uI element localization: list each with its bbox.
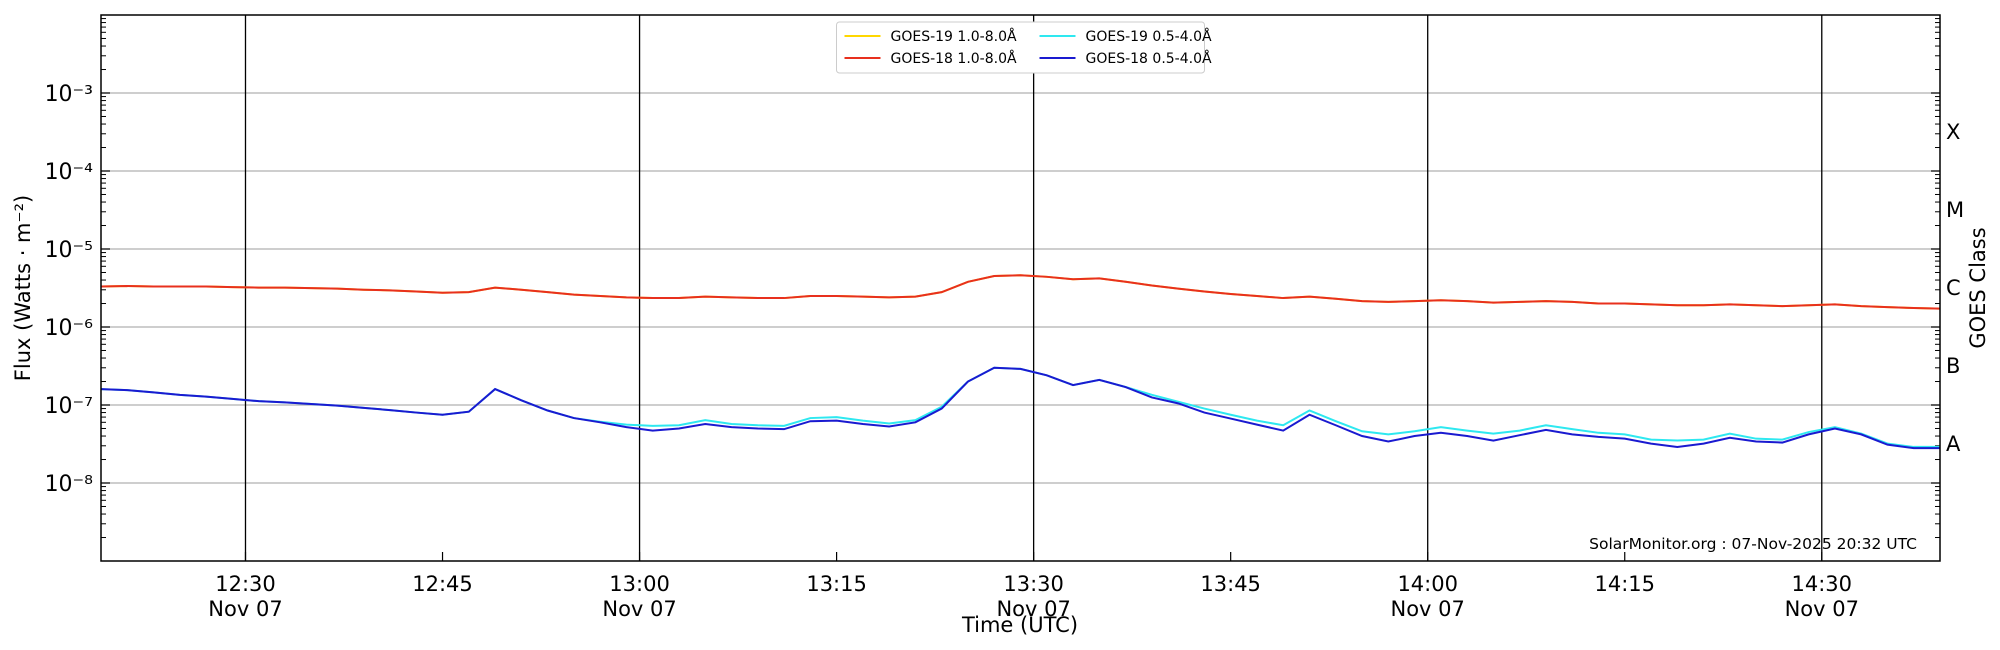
legend-label: GOES-19 0.5-4.0Å [1086,28,1212,45]
annotation: SolarMonitor.org : 07-Nov-2025 20:32 UTC [1589,535,1917,553]
plot-frame [100,14,1941,562]
legend: GOES-19 1.0-8.0Å GOES-18 1.0-8.0Å GOES-19 … [836,21,1212,74]
x-tick-label: 12:30 [215,572,276,596]
class-label: C [1946,276,1961,300]
y2-axis-label: GOES Class [1966,227,1990,348]
x-tick-label: 12:45 [412,572,473,596]
legend-box [836,21,1205,74]
x-tick-label: 14:30 [1792,572,1853,596]
x-tick-label: 14:00 [1397,572,1458,596]
x-tick-date: Nov 07 [1391,597,1465,621]
x-tick-label: 13:45 [1200,572,1261,596]
class-label: X [1946,120,1960,144]
y-axis-label: Flux (Watts · m⁻²) [11,195,35,381]
legend-label: GOES-19 1.0-8.0Å [891,28,1017,45]
legend-label: GOES-18 0.5-4.0Å [1086,50,1212,67]
y-tick-label: 10⁻⁴ [45,160,94,185]
class-label: A [1946,432,1961,456]
x-axis-label: Time (UTC) [961,613,1078,637]
y-tick-label: 10⁻³ [45,82,93,107]
legend-label: GOES-18 1.0-8.0Å [891,50,1017,67]
x-tick-date: Nov 07 [996,597,1070,621]
x-tick-label: 13:15 [806,572,867,596]
series-line [100,366,1940,448]
series-line [100,274,1941,310]
x-tick-label: 14:15 [1594,572,1655,596]
x-tick-label: 13:00 [609,572,670,596]
class-label: B [1946,354,1960,378]
y-tick-label: 10⁻⁵ [45,238,93,263]
series-line [100,274,1941,310]
x-tick-date: Nov 07 [208,597,282,621]
class-label: M [1946,198,1964,222]
y-tick-label: 10⁻⁸ [45,472,94,497]
y-tick-label: 10⁻⁷ [45,394,93,419]
y-tick-label: 10⁻⁶ [45,316,94,341]
series-line [100,366,1940,450]
x-tick-label: 13:30 [1003,572,1064,596]
x-tick-date: Nov 07 [602,597,676,621]
x-tick-date: Nov 07 [1785,597,1859,621]
